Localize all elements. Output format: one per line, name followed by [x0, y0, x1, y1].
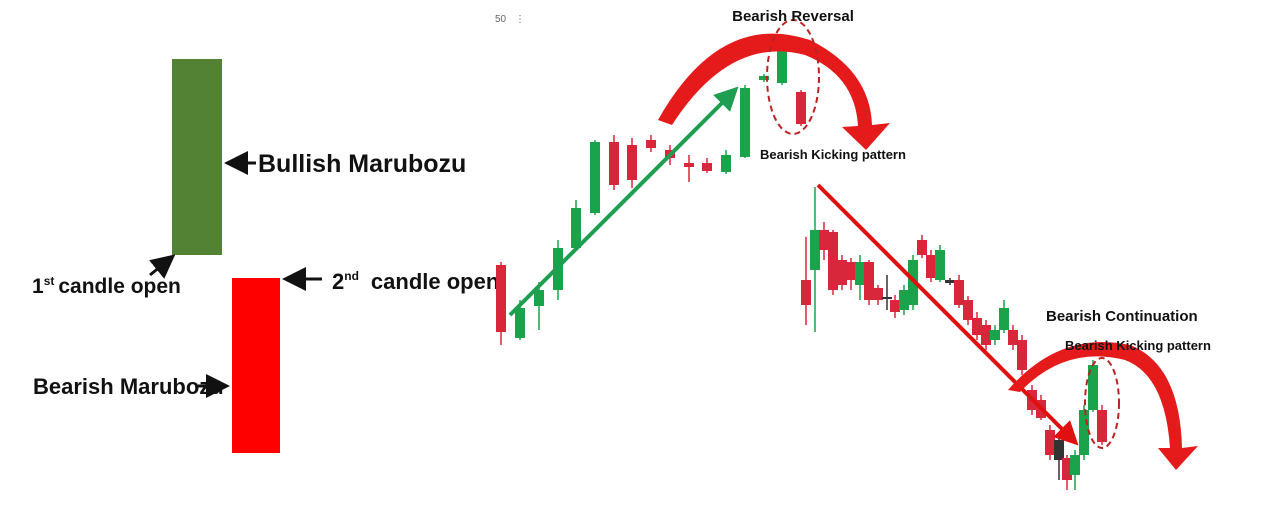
downtrend-arrow	[816, 183, 1079, 446]
num: 2	[332, 269, 344, 294]
highlight	[766, 19, 820, 135]
candle-body	[935, 250, 945, 280]
candle-body	[801, 280, 811, 305]
candle-body	[759, 76, 769, 80]
candle-body	[981, 325, 991, 345]
candle-body	[515, 308, 525, 338]
sup: st	[44, 274, 55, 288]
text: candle open	[371, 269, 499, 294]
candle-body	[1017, 340, 1027, 370]
candle-body	[873, 288, 883, 300]
annotation: Bearish Continuation	[1046, 308, 1198, 325]
candle-body	[1088, 365, 1098, 410]
candle-body	[496, 265, 506, 332]
candle-body	[627, 145, 637, 180]
candle-body	[571, 208, 581, 248]
candle-body	[609, 142, 619, 185]
sup: nd	[344, 269, 359, 283]
candle-body	[926, 255, 936, 278]
num: 1	[32, 275, 44, 298]
bearish-candle	[232, 278, 280, 453]
label: 1st candle open	[32, 274, 181, 298]
candle-body	[1070, 455, 1080, 475]
candle-body	[990, 330, 1000, 340]
candle-body	[1079, 410, 1089, 455]
candle-body	[917, 240, 927, 255]
curved-arrow	[1008, 342, 1198, 470]
uptrend-arrow	[508, 86, 739, 317]
toolbar-label: 50	[495, 14, 507, 25]
candle-body	[945, 280, 955, 283]
candles	[496, 45, 1107, 490]
candle-body	[810, 230, 820, 270]
annotation: Bearish Kicking pattern	[1065, 338, 1211, 353]
candle-body	[999, 308, 1009, 330]
candle-body	[855, 262, 865, 285]
candle-body	[1097, 410, 1107, 442]
candle-body	[882, 297, 892, 299]
candle-body	[740, 88, 750, 157]
candle-body	[1008, 330, 1018, 345]
label: 2nd candle open	[332, 269, 499, 294]
menu-dots[interactable]: ⋮	[515, 14, 525, 25]
candle-body	[954, 280, 964, 305]
annotation: Bearish Reversal	[732, 8, 854, 25]
label: Bearish Marubozu	[33, 374, 224, 399]
bullish-candle	[172, 59, 222, 255]
candle-body	[972, 318, 982, 335]
candle-body	[702, 163, 712, 171]
candle-body	[796, 92, 806, 124]
candle-body	[846, 262, 856, 280]
arrow	[149, 254, 176, 279]
candle-body	[534, 290, 544, 306]
candle-body	[819, 230, 829, 250]
candle-body	[777, 48, 787, 83]
annotation: Bearish Kicking pattern	[760, 147, 906, 162]
candle-body	[864, 262, 874, 300]
candle-body	[1062, 458, 1072, 480]
candle-body	[828, 232, 838, 290]
candle-body	[963, 300, 973, 320]
candle-body	[590, 142, 600, 213]
highlight	[1084, 357, 1120, 449]
candle-body	[1054, 440, 1064, 460]
candle-body	[1045, 430, 1055, 455]
label: Bullish Marubozu	[258, 150, 466, 178]
candle-body	[837, 260, 847, 285]
candle-body	[646, 140, 656, 148]
candle-body	[890, 300, 900, 312]
curved-arrow	[658, 33, 890, 150]
candle-body	[899, 290, 909, 310]
candle-body	[684, 163, 694, 167]
text: candle open	[58, 275, 181, 298]
candle-body	[721, 155, 731, 172]
